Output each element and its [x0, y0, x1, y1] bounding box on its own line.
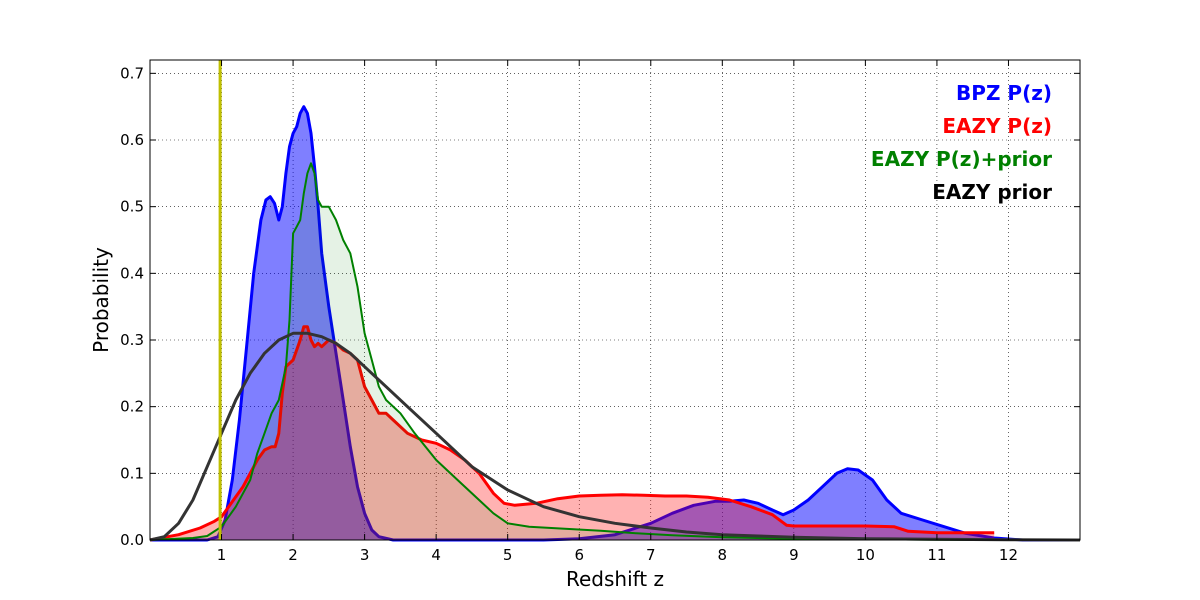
x-tick-label: 2: [288, 546, 298, 564]
x-axis-ticks: 1 2 3 4 5 6 7 8 9 10 11 12: [217, 60, 1018, 564]
series-line: [149, 162, 1080, 541]
x-tick-label: 10: [856, 546, 875, 564]
legend-item: EAZY P(z)+prior: [871, 147, 1052, 171]
x-tick-label: 12: [999, 546, 1018, 564]
series-eazy-p-z-prior: [149, 162, 1080, 541]
series-bpz-p-z-: [150, 105, 1080, 542]
x-tick-label: 4: [431, 546, 441, 564]
y-tick-label: 0.1: [120, 464, 144, 482]
y-tick-label: 0.7: [120, 64, 144, 82]
y-tick-label: 0.0: [120, 531, 144, 549]
series-fill: [150, 326, 995, 540]
series-fill: [150, 163, 1080, 541]
legend: BPZ P(z) EAZY P(z) EAZY P(z)+prior EAZY pri…: [871, 81, 1052, 204]
x-tick-label: 1: [217, 546, 227, 564]
y-tick-label: 0.5: [120, 198, 144, 216]
y-axis-label: Probability: [89, 247, 113, 353]
x-tick-label: 6: [574, 546, 584, 564]
x-tick-label: 11: [927, 546, 946, 564]
series-eazy-p-z-: [149, 325, 995, 542]
series-line: [149, 325, 995, 542]
x-tick-label: 7: [646, 546, 656, 564]
series-eazy-prior: [149, 331, 1081, 542]
plot-frame: [149, 59, 1081, 541]
series-line: [149, 331, 1081, 542]
legend-item: BPZ P(z): [956, 81, 1052, 105]
y-axis-ticks: 0.0 0.1 0.2 0.3 0.4 0.5 0.6 0.7: [120, 64, 1080, 549]
legend-item: EAZY prior: [932, 180, 1052, 204]
y-tick-label: 0.6: [120, 131, 144, 149]
series-layer: [149, 105, 1081, 542]
legend-item: EAZY P(z): [942, 114, 1052, 138]
series-fill: [150, 106, 1080, 540]
x-tick-label: 5: [503, 546, 513, 564]
x-tick-label: 8: [718, 546, 728, 564]
x-tick-label: 3: [360, 546, 370, 564]
y-tick-label: 0.3: [120, 331, 144, 349]
y-tick-label: 0.2: [120, 398, 144, 416]
series-line: [150, 105, 1080, 542]
y-tick-label: 0.4: [120, 264, 144, 282]
x-axis-label: Redshift z: [566, 567, 664, 591]
x-tick-label: 9: [789, 546, 799, 564]
